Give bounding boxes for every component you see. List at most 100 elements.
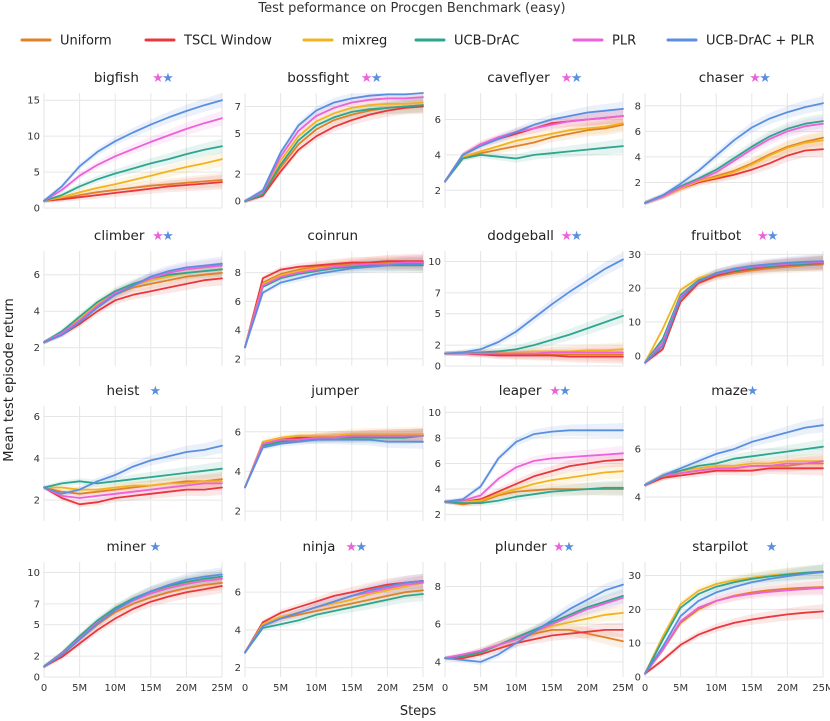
y-tick-label: 6	[235, 297, 241, 308]
series-line-plr	[244, 96, 424, 203]
confidence-band-ucb-drac	[245, 258, 423, 350]
confidence-band-ucb-drac	[445, 308, 623, 356]
pink-star-icon: ★	[757, 229, 769, 244]
panel-title: fruitbot	[691, 228, 741, 244]
series-line-ucb-drac-plr	[644, 424, 824, 487]
series-line-ucb-drac-plr	[244, 92, 424, 203]
series-line-ucb-drac	[43, 145, 223, 202]
legend-label-ucb-drac-plr: UCB-DrAC + PLR	[706, 34, 815, 49]
panel-starpilot: 0 10 20 30 0 5M 10M 15M 20M 25M starpilot ★	[628, 539, 830, 694]
pink-star-icon: ★	[549, 384, 561, 399]
series-line-plr	[244, 434, 424, 489]
y-tick-label: 15	[27, 96, 40, 107]
panel-title: ninja	[303, 539, 336, 555]
series-line-mixreg	[244, 101, 424, 203]
y-tick-label: 10	[628, 318, 641, 329]
y-tick-label: 0	[435, 362, 441, 373]
x-axis-label: Steps	[400, 704, 437, 719]
y-tick-label: 7	[435, 288, 441, 299]
x-tick-label: 25M	[612, 683, 633, 694]
panel-chaser: 2 4 6 8 chaser ★★	[635, 70, 824, 208]
y-tick-label: 6	[235, 588, 241, 599]
series-line-ucb-drac	[444, 595, 624, 659]
series-line-uniform	[244, 261, 424, 349]
confidence-band-tscl-window	[44, 578, 222, 669]
series-line-ucb-drac-plr	[444, 583, 624, 663]
confidence-band-ucb-drac	[645, 255, 823, 365]
y-tick-label: 0	[34, 204, 40, 215]
y-tick-label: 0	[635, 673, 641, 684]
y-tick-label: 6	[435, 620, 441, 631]
y-tick-label: 20	[628, 284, 641, 295]
panel-heist: 2 4 6 heist ★	[34, 383, 223, 521]
confidence-band-uniform	[44, 471, 222, 497]
y-tick-label: 6	[235, 427, 241, 438]
y-tick-label: 2	[235, 354, 241, 365]
x-tick-label: 5M	[72, 683, 87, 694]
x-tick-label: 5M	[473, 683, 488, 694]
y-tick-label: 5	[34, 168, 40, 179]
confidence-band-ucb-drac	[645, 439, 823, 488]
y-tick-label: 8	[435, 582, 441, 593]
series-line-ucb-drac-plr	[244, 438, 424, 489]
x-tick-label: 15M	[741, 683, 762, 694]
y-tick-label: 6	[34, 412, 40, 423]
panel-title: leaper	[499, 383, 542, 399]
series-line-tscl-window	[244, 580, 424, 654]
x-tick-label: 15M	[341, 683, 362, 694]
y-tick-label: 6	[435, 115, 441, 126]
confidence-band-uniform	[645, 257, 823, 365]
confidence-band-ucb-drac-plr	[44, 256, 222, 345]
y-tick-label: 2	[235, 507, 241, 518]
y-tick-label: 4	[635, 152, 641, 163]
series-line-ucb-drac-plr	[444, 108, 624, 183]
x-tick-label: 20M	[176, 683, 197, 694]
confidence-band-ucb-drac-plr	[245, 434, 423, 490]
y-tick-label: 4	[235, 625, 241, 636]
confidence-band-uniform	[245, 428, 423, 490]
blue-star-icon: ★	[767, 229, 779, 244]
series-line-ucb-drac	[244, 593, 424, 654]
blue-star-icon: ★	[162, 71, 174, 86]
confidence-band-ucb-drac	[245, 428, 423, 490]
panel-bossfight: 0 2 5 7 bossfight ★★	[235, 70, 424, 208]
panel-leaper: 2 4 6 8 10 leaper ★★	[428, 383, 624, 521]
x-tick-label: 25M	[812, 683, 830, 694]
confidence-band-mixreg	[645, 564, 823, 676]
y-tick-label: 8	[635, 101, 641, 112]
y-tick-label: 7	[235, 102, 241, 113]
series-line-tscl-window	[244, 105, 424, 203]
series-line-plr	[244, 261, 424, 349]
x-tick-label: 5M	[273, 683, 288, 694]
confidence-band-ucb-drac	[245, 586, 423, 655]
y-tick-label: 2	[435, 341, 441, 352]
y-tick-label: 2	[635, 178, 641, 189]
y-tick-label: 10	[428, 257, 441, 268]
confidence-band-plr	[445, 446, 623, 504]
pink-star-icon: ★	[361, 71, 373, 86]
series-line-tscl-window	[244, 260, 424, 349]
y-tick-label: 2	[34, 652, 40, 663]
panel-title: starpilot	[692, 539, 748, 555]
x-tick-label: 10M	[706, 683, 727, 694]
x-tick-label: 0	[41, 683, 47, 694]
series-line-ucb-drac	[43, 575, 223, 668]
pink-star-icon: ★	[561, 229, 573, 244]
panel-title: bigfish	[94, 70, 139, 86]
y-tick-label: 4	[34, 454, 40, 465]
panel-title: climber	[94, 228, 145, 244]
blue-star-icon: ★	[747, 384, 759, 399]
series-line-tscl-window	[43, 486, 223, 506]
confidence-band-ucb-drac-plr	[44, 93, 222, 203]
y-tick-label: 20	[628, 605, 641, 616]
y-tick-label: 2	[435, 186, 441, 197]
y-tick-label: 6	[34, 270, 40, 281]
series-line-plr	[444, 452, 624, 503]
series-line-ucb-drac-plr	[43, 99, 223, 202]
y-tick-label: 7	[34, 599, 40, 610]
confidence-band-tscl-window	[645, 142, 823, 205]
legend-label-uniform: Uniform	[60, 34, 112, 49]
confidence-band-ucb-drac	[44, 138, 222, 203]
series-line-plr	[444, 351, 624, 355]
